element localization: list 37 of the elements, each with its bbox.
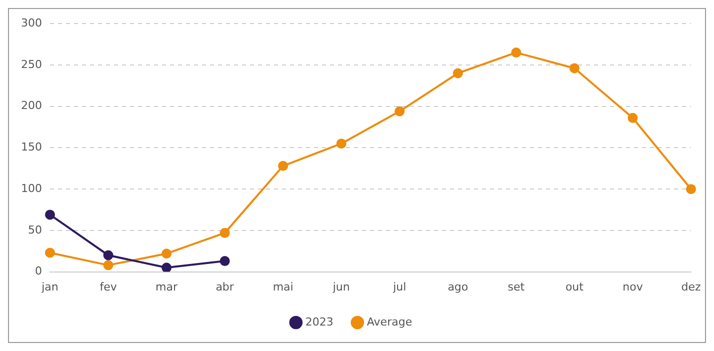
x-tick-label: set: [508, 280, 526, 294]
y-tick-label: 50: [28, 223, 42, 236]
x-tick-label: mai: [272, 280, 294, 294]
y-tick-label: 150: [20, 140, 42, 154]
x-tick-label: jul: [392, 280, 406, 294]
point: [628, 112, 638, 123]
x-tick-label: fev: [100, 280, 118, 294]
legend-label: Average: [366, 315, 412, 328]
x-tick-label: nov: [622, 280, 644, 294]
x-tick-label: ago: [448, 280, 468, 294]
x-tick-label: dez: [681, 280, 701, 294]
point: [569, 63, 580, 74]
point: [511, 48, 522, 58]
y-tick-label: 250: [20, 58, 42, 71]
point: [103, 260, 114, 270]
point: [44, 210, 55, 220]
legend-label: 2023: [305, 315, 334, 328]
x-tick-label: jun: [332, 280, 350, 294]
x-tick-label: abr: [216, 280, 234, 294]
point: [452, 68, 463, 78]
y-tick-label: 200: [20, 99, 42, 112]
point: [220, 228, 230, 238]
point: [162, 248, 172, 259]
point: [336, 138, 346, 149]
point: [44, 248, 55, 258]
point: [278, 160, 288, 171]
point: [686, 184, 696, 194]
point: [220, 256, 230, 266]
point: [394, 106, 405, 116]
point: [103, 250, 114, 260]
point: [162, 262, 172, 272]
y-tick-label: 0: [34, 264, 42, 278]
y-tick-label: 100: [20, 182, 42, 195]
x-tick-label: jan: [40, 280, 58, 294]
x-tick-label: mar: [156, 280, 178, 294]
y-tick-label: 300: [20, 16, 42, 30]
x-tick-label: out: [565, 280, 584, 294]
